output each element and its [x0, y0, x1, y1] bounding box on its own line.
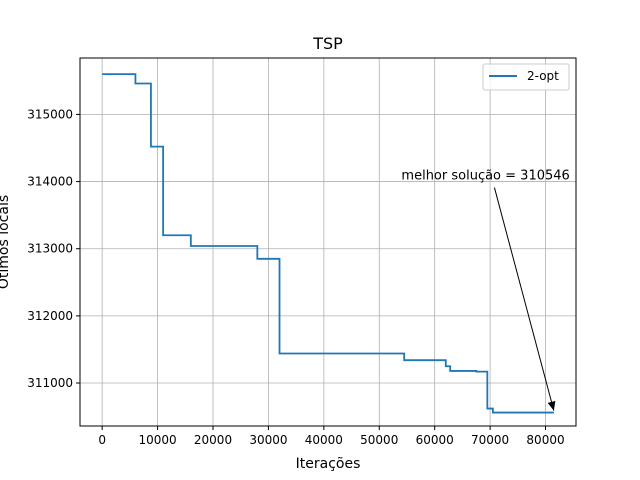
x-tick-label: 50000: [360, 433, 398, 447]
x-axis-ticks: 0 10000 20000 30000 40000 50000 60000 70000 8000…: [98, 426, 565, 447]
x-tick-label: 30000: [249, 433, 287, 447]
legend: 2-opt: [482, 63, 570, 91]
y-tick-label: 312000: [27, 309, 73, 323]
y-axis-label: Ótimos locais: [0, 195, 12, 289]
x-tick-label: 70000: [471, 433, 509, 447]
y-tick-label: 315000: [27, 107, 73, 121]
annotation: melhor solução = 310546: [401, 169, 570, 411]
legend-box: [482, 63, 570, 91]
series-layer: [102, 73, 554, 414]
grid: [80, 58, 576, 426]
series-line-0: [102, 73, 554, 414]
x-tick-label: 40000: [305, 433, 343, 447]
x-tick-label: 10000: [138, 433, 176, 447]
annotation-text: melhor solução = 310546: [401, 169, 569, 184]
plot-area-frame: [79, 57, 577, 427]
y-axis-ticks: 311000 312000 313000 314000 315000: [27, 107, 80, 390]
chart-title: TSP: [312, 34, 343, 53]
x-axis-label: Iterações: [296, 456, 361, 472]
x-tick-label: 80000: [526, 433, 564, 447]
legend-entry-2opt: 2-opt: [527, 69, 559, 83]
x-tick-label: 0: [98, 433, 106, 447]
annotation-arrow: [493, 187, 556, 411]
y-tick-label: 311000: [27, 376, 73, 390]
x-tick-label: 60000: [416, 433, 454, 447]
x-tick-label: 20000: [194, 433, 232, 447]
y-tick-label: 313000: [27, 242, 73, 256]
y-tick-label: 314000: [27, 175, 73, 189]
